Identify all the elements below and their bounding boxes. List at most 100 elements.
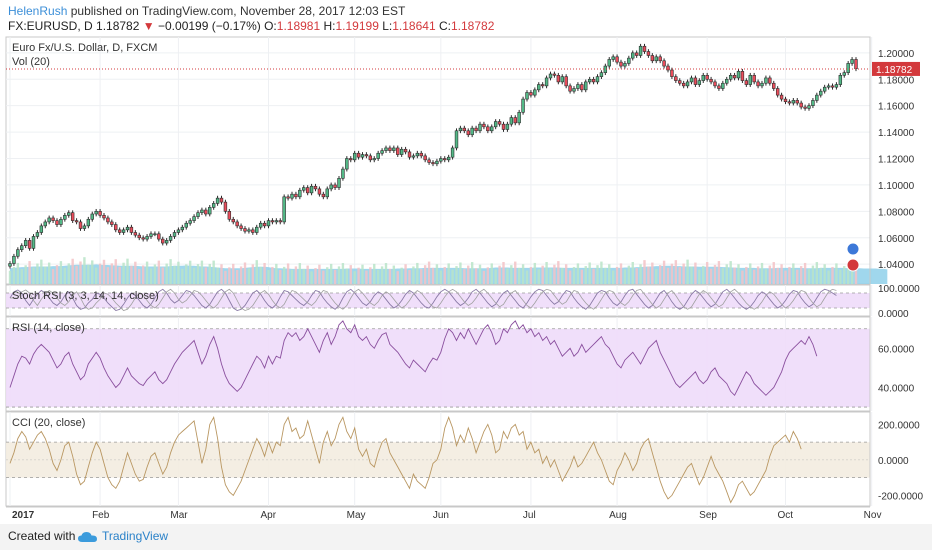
volume-bar [670, 263, 674, 284]
last-price-text: 1.18782 [96, 19, 140, 33]
candle-body [70, 212, 75, 221]
candle-body [701, 75, 705, 81]
volume-bar [16, 262, 20, 284]
volume-bar [561, 267, 564, 284]
volume-bar [506, 268, 509, 284]
volume-bar [118, 266, 121, 284]
time-axis-label: Aug [609, 510, 627, 521]
candle-body [595, 76, 600, 83]
volume-bar [59, 261, 63, 284]
candle-body [775, 88, 780, 96]
candle-body [599, 72, 604, 77]
volume-bar [251, 264, 255, 284]
candle-body [548, 73, 553, 79]
volume-bar [823, 264, 826, 284]
candle-body [349, 158, 353, 161]
candle-body [20, 245, 24, 250]
candle-body [505, 123, 510, 130]
candle-body [302, 187, 306, 191]
candle-body [211, 203, 216, 208]
candle-body [697, 80, 702, 85]
volume-bar [459, 262, 462, 284]
open-value: 1.18981 [276, 19, 321, 33]
candle-body [478, 123, 482, 132]
price-tick-label: 1.14000 [878, 128, 915, 139]
volume-bar [126, 258, 129, 284]
indicator-tick-label: 60.0000 [878, 344, 915, 355]
published-text: published on TradingView.com, November 2… [70, 4, 406, 18]
candle-body [728, 75, 733, 80]
candle-body [51, 217, 55, 221]
volume-bar [400, 267, 403, 284]
candle-body [580, 84, 584, 91]
candle-body [740, 71, 745, 81]
price-tick-label: 1.20000 [878, 49, 915, 60]
volume-bar [329, 263, 333, 284]
volume-bar [815, 262, 819, 284]
candle-body [721, 82, 725, 89]
volume-bar [380, 266, 384, 284]
volume-bar [157, 260, 161, 284]
volume-bar [51, 269, 55, 284]
candle-body [650, 55, 655, 62]
volume-bar [408, 269, 411, 284]
candle-body [258, 222, 263, 228]
volume-bar [353, 271, 356, 284]
volume-bar [28, 261, 31, 284]
candle-body [834, 84, 839, 88]
volume-bar [282, 266, 286, 284]
volume-bar [306, 265, 309, 284]
volume-bar [764, 269, 768, 284]
ohlc-line: FX:EURUSD, D 1.18782 ▼ −0.00199 (−0.17%)… [8, 19, 494, 33]
tradingview-logo[interactable]: TradingView [78, 529, 168, 543]
volume-bar [173, 265, 176, 284]
volume-bar [247, 268, 251, 284]
candle-body [333, 184, 337, 188]
volume-bar [369, 267, 372, 284]
volume-bar [36, 263, 39, 284]
volume-bar [79, 261, 82, 284]
volume-bar [443, 266, 446, 284]
volume-bar [854, 265, 858, 284]
candle-body [450, 147, 455, 158]
time-axis-label: Nov [864, 510, 882, 521]
volume-bar [655, 269, 658, 284]
volume-bar [796, 269, 799, 284]
candle-body [799, 102, 803, 108]
volume-bar [502, 262, 505, 284]
volume-bar [106, 267, 110, 284]
candle-body [55, 220, 59, 225]
volume-bar [376, 269, 380, 284]
volume-bar [733, 267, 736, 284]
candle-body [493, 121, 498, 128]
volume-bar [404, 264, 407, 284]
candle-body [674, 76, 678, 81]
chart-canvas[interactable]: 1.20000 1.18000 1.16000 1.14000 1.12000 1.100… [0, 0, 932, 524]
candle-body [325, 188, 329, 198]
volume-bar [208, 263, 211, 284]
volume-bar [94, 267, 98, 284]
indicator-title: CCI (20, close) [12, 417, 85, 429]
candle-body [732, 75, 737, 79]
publisher-link[interactable]: HelenRush [8, 4, 68, 18]
volume-bar [141, 265, 145, 284]
candle-body [117, 229, 122, 233]
candle-body [196, 212, 200, 217]
volume-bar [662, 260, 666, 284]
volume-bar [271, 266, 274, 284]
candle-body [591, 78, 596, 83]
candle-body [525, 92, 529, 100]
volume-bar [725, 264, 728, 284]
volume-bar [322, 270, 325, 284]
volume-bar [803, 262, 807, 284]
volume-bar [67, 263, 70, 284]
candle-body [846, 63, 850, 73]
volume-bar [232, 263, 235, 284]
volume-bar [337, 266, 341, 284]
volume-bar [737, 264, 740, 284]
volume-bar [615, 266, 619, 284]
candle-body [607, 59, 611, 67]
candle-body [427, 159, 431, 163]
candle-body [850, 59, 854, 64]
candle-body [47, 217, 51, 223]
